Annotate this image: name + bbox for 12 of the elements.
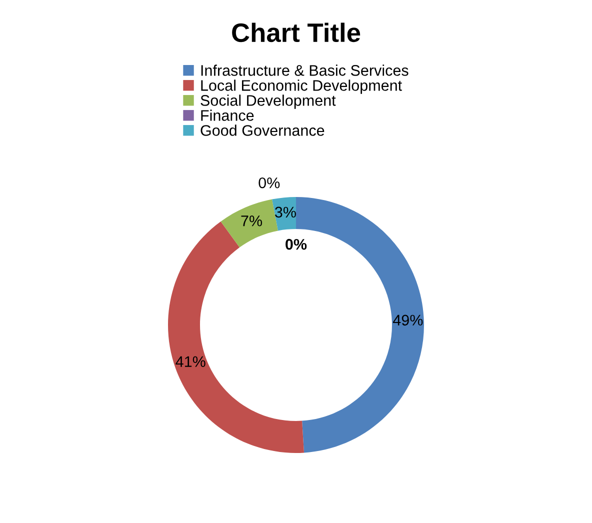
chart-title: Chart Title [232, 22, 360, 42]
text: 0% [286, 238, 307, 250]
legend-label: Good Governance [200, 124, 324, 136]
data-label: 7% [241, 216, 262, 226]
legend-label: Finance [201, 110, 254, 121]
legend-label: Social Development [200, 94, 336, 109]
data-label: 49% [393, 314, 423, 326]
data-label: 41% [176, 356, 206, 367]
legend-label: Local Economic Development [201, 80, 402, 94]
data-label: 3% [275, 206, 296, 218]
legend-label: Infrastructure & Basic Services [201, 64, 408, 76]
text: 0% [258, 177, 280, 188]
